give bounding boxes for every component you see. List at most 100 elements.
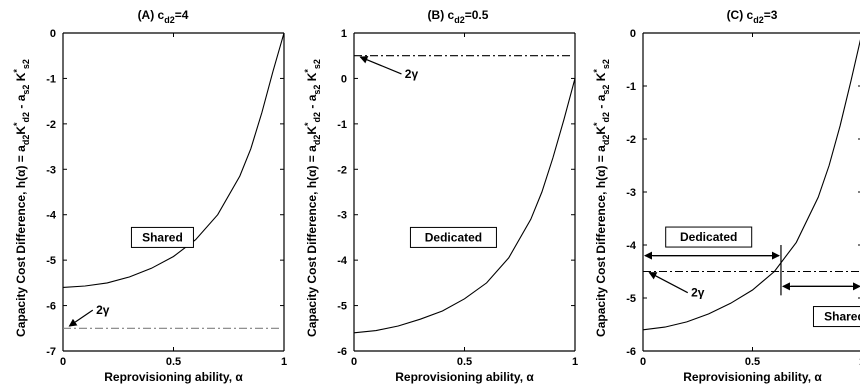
x-axis-title: Reprovisioning ability, α <box>683 370 822 384</box>
title-suffix: =0.5 <box>465 8 489 22</box>
title-subscript: d2 <box>753 15 764 25</box>
y-tick-label: -4 <box>337 255 348 267</box>
y-title-part: d2 <box>312 135 322 146</box>
x-tick-label: 1 <box>281 356 287 368</box>
y-tick-label: 0 <box>341 73 347 85</box>
y-title-part: Capacity Cost Difference, h(α) = a <box>305 145 319 337</box>
y-title-part: K <box>305 72 319 84</box>
h-alpha-curve <box>62 32 285 288</box>
two-gamma-arrow <box>68 309 94 327</box>
two-gamma-arrow <box>648 272 689 294</box>
y-tick-label: -1 <box>626 81 636 93</box>
y-tick-label: -1 <box>337 119 347 131</box>
y-title-part: s2 <box>21 59 31 69</box>
panel-2: (B) cd2=0.510-1-2-3-4-5-60 0.5 1Reprovisio… <box>303 8 578 384</box>
region-label-box <box>409 226 497 248</box>
y-title-part: d2 <box>601 112 611 123</box>
y-title-part: Capacity Cost Difference, h(α) = a <box>594 145 608 337</box>
y-axis-title: Capacity Cost Difference, h(α) = ad2K*d2… <box>592 59 611 337</box>
x-tick-label: 1 <box>859 356 860 368</box>
title-subscript: d2 <box>454 15 465 25</box>
y-title-part: K <box>14 72 28 84</box>
y-title-part: s2 <box>21 85 31 95</box>
y-tick-label: -5 <box>626 293 636 305</box>
y-tick-label: -6 <box>46 301 56 313</box>
region-label: Dedicated <box>425 230 482 244</box>
x-tick-label: 0.5 <box>457 356 472 368</box>
y-title-part: Capacity Cost Difference, h(α) = a <box>14 145 28 337</box>
x-tick-label: 0 <box>60 356 66 368</box>
y-tick-label: -2 <box>46 119 56 131</box>
y-tick-label: 1 <box>341 28 347 40</box>
y-title-part: K <box>594 126 608 135</box>
title-prefix: (B) c <box>428 8 455 22</box>
region-label: Shared <box>824 310 860 324</box>
y-title-part: - a <box>14 94 28 112</box>
title-suffix: =3 <box>764 8 778 22</box>
h-alpha-curve <box>642 39 860 331</box>
x-tick-label: 0.5 <box>166 356 181 368</box>
y-tick-label: -4 <box>626 240 637 252</box>
y-title-part: s2 <box>312 85 322 95</box>
y-title-part: * <box>592 122 602 126</box>
y-title-part: - a <box>594 94 608 112</box>
y-title-part: * <box>12 122 22 126</box>
y-title-part: K <box>594 72 608 84</box>
h-alpha-curve <box>353 78 576 334</box>
y-title-part: - a <box>305 94 319 112</box>
panel-3: (C) cd2=30-1-2-3-4-5-600.51Reprovisionin… <box>592 8 860 384</box>
y-title-part: s2 <box>601 85 611 95</box>
x-axis-title: Reprovisioning ability, α <box>104 370 243 384</box>
y-title-part: s2 <box>601 59 611 69</box>
two-gamma-label: 2γ <box>96 303 110 317</box>
y-title-part: * <box>303 122 313 126</box>
y-title-part: d2 <box>312 112 322 123</box>
panel-1: (A) cd2=40-1-2-3-4-5-6-70 0.5 1Reprovision… <box>12 8 287 384</box>
y-axis-title: Capacity Cost Difference, h(α) = ad2K*d2… <box>303 59 322 337</box>
y-tick-label: 0 <box>630 28 636 40</box>
y-tick-label: 0 <box>50 28 56 40</box>
x-tick-label: 0 <box>640 356 646 368</box>
x-tick-label: 1 <box>572 356 578 368</box>
x-tick-label: 0.5 <box>745 356 760 368</box>
y-tick-label: -6 <box>337 346 347 358</box>
panel-title: (A) cd2=4 <box>138 8 189 25</box>
y-tick-label: -4 <box>46 210 57 222</box>
y-tick-label: -5 <box>46 255 56 267</box>
y-tick-label: -6 <box>626 346 636 358</box>
y-title-part: s2 <box>312 59 322 69</box>
region-label-box <box>812 306 860 328</box>
title-subscript: d2 <box>164 15 175 25</box>
panel-title: (B) cd2=0.5 <box>428 8 489 25</box>
y-title-part: * <box>592 69 602 73</box>
y-title-part: d2 <box>601 135 611 146</box>
title-prefix: (A) c <box>138 8 165 22</box>
y-tick-label: -3 <box>337 210 347 222</box>
x-tick-label: 0 <box>351 356 357 368</box>
y-title-part: * <box>12 69 22 73</box>
y-tick-label: -7 <box>46 346 56 358</box>
y-axis-title: Capacity Cost Difference, h(α) = ad2K*d2… <box>12 59 31 337</box>
two-gamma-label: 2γ <box>691 286 705 300</box>
title-prefix: (C) c <box>727 8 754 22</box>
y-title-part: K <box>14 126 28 135</box>
y-tick-label: -3 <box>626 187 636 199</box>
y-title-part: * <box>303 69 313 73</box>
region-label-box <box>130 226 194 248</box>
y-title-part: d2 <box>21 135 31 146</box>
title-suffix: =4 <box>175 8 189 22</box>
y-tick-label: -3 <box>46 164 56 176</box>
region-label: Dedicated <box>680 230 737 244</box>
y-title-part: d2 <box>21 112 31 123</box>
two-gamma-label: 2γ <box>405 67 419 81</box>
y-tick-label: -5 <box>337 301 347 313</box>
y-tick-label: -2 <box>626 134 636 146</box>
y-tick-label: -2 <box>337 164 347 176</box>
y-title-part: K <box>305 126 319 135</box>
panel-title: (C) cd2=3 <box>727 8 778 25</box>
y-tick-label: -1 <box>46 73 56 85</box>
region-label-box <box>665 226 753 248</box>
x-axis-title: Reprovisioning ability, α <box>395 370 534 384</box>
region-label: Shared <box>142 230 183 244</box>
